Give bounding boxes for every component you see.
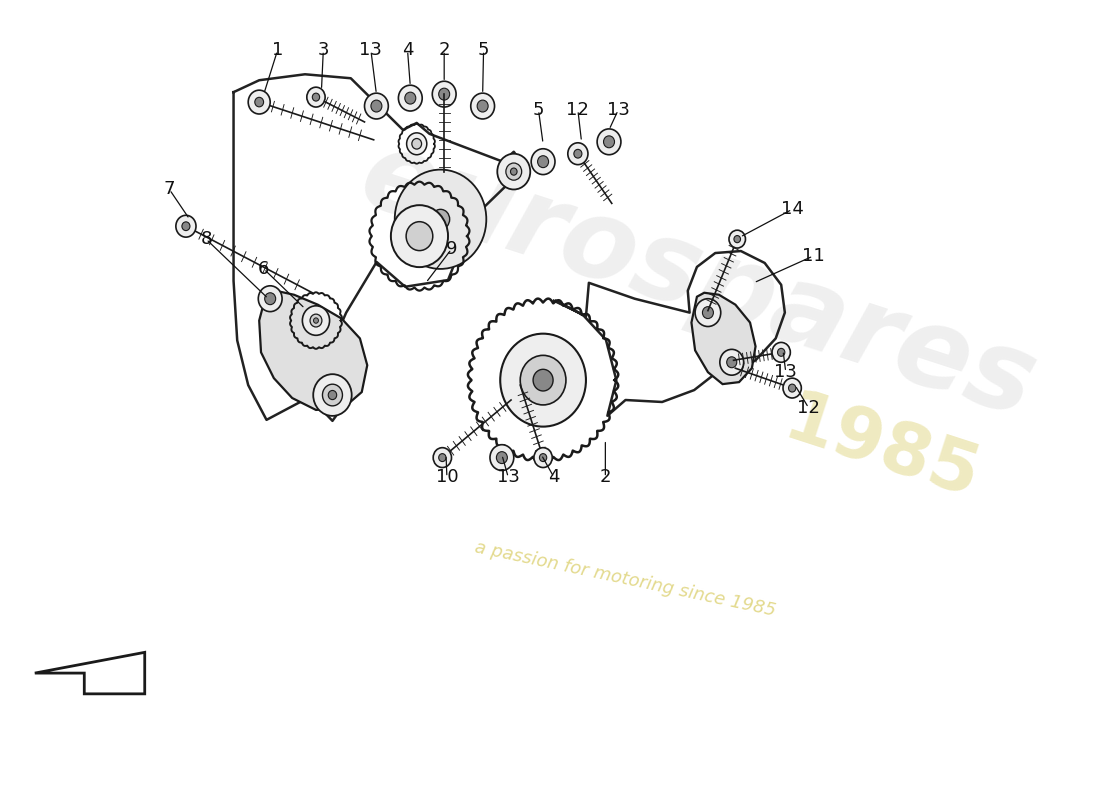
Text: 9: 9 xyxy=(446,240,458,258)
Text: 5: 5 xyxy=(532,101,544,119)
Circle shape xyxy=(496,452,507,463)
Circle shape xyxy=(398,86,422,111)
Text: 2: 2 xyxy=(600,469,612,486)
Circle shape xyxy=(371,100,382,112)
Text: 2: 2 xyxy=(439,42,450,59)
Circle shape xyxy=(249,90,271,114)
Text: 1985: 1985 xyxy=(776,386,988,514)
Circle shape xyxy=(439,454,446,462)
Text: 4: 4 xyxy=(548,469,560,486)
Text: eurospares: eurospares xyxy=(349,122,1049,440)
Text: 3: 3 xyxy=(318,42,329,59)
Circle shape xyxy=(574,150,582,158)
Circle shape xyxy=(302,306,330,335)
Circle shape xyxy=(531,149,556,174)
Circle shape xyxy=(497,154,530,190)
Text: 12: 12 xyxy=(798,399,821,417)
Circle shape xyxy=(597,129,620,154)
Circle shape xyxy=(778,348,785,356)
Circle shape xyxy=(538,156,549,168)
Circle shape xyxy=(510,168,517,175)
Circle shape xyxy=(568,142,588,165)
Circle shape xyxy=(258,286,282,312)
Text: 1: 1 xyxy=(272,42,283,59)
Circle shape xyxy=(534,370,553,391)
Text: 12: 12 xyxy=(566,101,590,119)
Circle shape xyxy=(703,306,714,318)
Circle shape xyxy=(783,378,801,398)
Text: 13: 13 xyxy=(774,363,798,381)
Circle shape xyxy=(789,384,795,392)
Text: 13: 13 xyxy=(360,42,383,59)
Circle shape xyxy=(364,93,388,119)
Circle shape xyxy=(534,448,552,467)
Circle shape xyxy=(431,210,450,229)
Circle shape xyxy=(312,93,320,101)
Circle shape xyxy=(695,298,721,326)
Circle shape xyxy=(727,357,737,368)
Circle shape xyxy=(395,170,486,269)
Circle shape xyxy=(314,318,318,323)
Circle shape xyxy=(405,92,416,104)
Circle shape xyxy=(314,374,352,416)
Text: 7: 7 xyxy=(164,181,175,198)
Text: 14: 14 xyxy=(781,200,804,218)
Circle shape xyxy=(307,87,326,107)
Circle shape xyxy=(719,350,744,375)
Text: 13: 13 xyxy=(607,101,629,119)
Circle shape xyxy=(500,334,586,426)
Text: 6: 6 xyxy=(258,260,270,278)
Circle shape xyxy=(328,390,337,400)
Circle shape xyxy=(411,138,421,149)
Circle shape xyxy=(604,136,615,148)
Text: 11: 11 xyxy=(802,247,825,265)
Circle shape xyxy=(729,230,746,248)
Text: 10: 10 xyxy=(436,469,459,486)
Text: 8: 8 xyxy=(200,230,212,248)
Text: 5: 5 xyxy=(477,42,490,59)
Circle shape xyxy=(539,454,547,462)
Circle shape xyxy=(255,98,264,107)
Circle shape xyxy=(772,342,790,362)
Circle shape xyxy=(265,293,276,305)
Circle shape xyxy=(390,205,448,267)
Polygon shape xyxy=(35,652,145,694)
Circle shape xyxy=(432,82,456,107)
Circle shape xyxy=(477,100,488,112)
Text: 4: 4 xyxy=(402,42,414,59)
Circle shape xyxy=(520,355,565,405)
Circle shape xyxy=(176,215,196,237)
Circle shape xyxy=(322,384,342,406)
Polygon shape xyxy=(260,290,367,410)
Text: 13: 13 xyxy=(497,469,519,486)
Circle shape xyxy=(471,93,495,119)
Circle shape xyxy=(407,133,427,154)
Text: a passion for motoring since 1985: a passion for motoring since 1985 xyxy=(473,538,778,619)
Circle shape xyxy=(490,445,514,470)
Circle shape xyxy=(734,235,740,242)
Circle shape xyxy=(182,222,190,230)
Circle shape xyxy=(439,88,450,100)
Circle shape xyxy=(506,163,521,180)
Circle shape xyxy=(310,314,322,327)
Polygon shape xyxy=(692,293,756,384)
Circle shape xyxy=(406,222,432,250)
Circle shape xyxy=(433,448,451,467)
